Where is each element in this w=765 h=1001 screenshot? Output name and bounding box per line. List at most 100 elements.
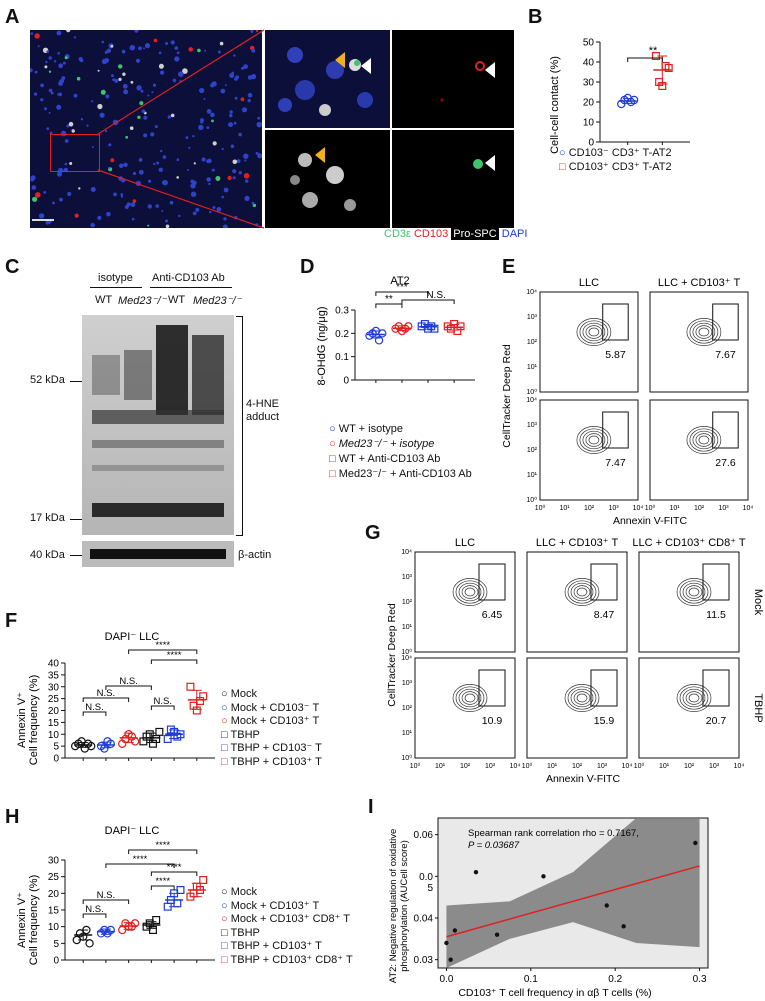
chart-f-legend-6: □ TBHP + CD103⁺ T: [221, 755, 322, 768]
x-tick-label: 10¹: [547, 763, 558, 770]
panel-label-c: C: [5, 256, 20, 278]
y-tick-label: 0.04: [414, 914, 434, 925]
micro-cell: [118, 64, 123, 69]
micro-cell: [143, 133, 148, 138]
micro-cell: [206, 177, 211, 182]
micro-cell: [153, 38, 158, 43]
gate: [478, 563, 506, 601]
gate-value: 15.9: [594, 715, 615, 727]
micro-cell: [90, 222, 95, 228]
y-tick-label: 10: [48, 922, 60, 933]
chart-d: AT2 8-OHdG (ng/μg) 0 0.1 0.2 0.3 ***** N.S.: [316, 275, 475, 387]
micro-cell: [46, 127, 50, 131]
micro-cell: [251, 48, 256, 53]
micro-cell: [130, 80, 134, 84]
contour: [588, 327, 600, 337]
micro-cell: [232, 176, 236, 180]
contour: [576, 318, 612, 346]
micro-cell: [250, 74, 257, 80]
lane-3: WT: [168, 294, 186, 306]
micro-cell: [255, 151, 259, 155]
sig-bracket: [105, 685, 152, 690]
panel-label-e: E: [502, 256, 516, 278]
micro-cell: [257, 153, 263, 159]
gate-value: 5.87: [605, 349, 626, 361]
flow-plot: [649, 399, 749, 501]
chart-h-legend-6: □ TBHP + CD103⁺ CD8⁺ T: [221, 953, 353, 966]
blot-bands: [92, 325, 224, 517]
fit-line: [446, 865, 700, 938]
y-tick-label: 5: [53, 939, 59, 950]
micro-cell: [40, 83, 44, 88]
micro-cell: [160, 149, 163, 153]
x-tick-label: 10⁴: [510, 763, 521, 770]
micro-cell: [64, 162, 68, 166]
micro-cell: [198, 124, 204, 131]
micro-cell: [48, 111, 51, 114]
micro-cell: [230, 144, 235, 149]
gate: [590, 669, 618, 707]
y-tick-label: 30: [48, 856, 60, 867]
y-tick-label: 0.0: [419, 872, 433, 883]
contour: [585, 325, 603, 339]
micro-cell: [118, 77, 122, 81]
contour: [461, 585, 479, 599]
micro-cell: [91, 100, 94, 103]
y-tick-label: 50: [583, 38, 595, 49]
micro-cell: [140, 89, 144, 93]
micro-cell: [76, 76, 81, 81]
micro-cell: [158, 167, 163, 172]
chart-d-legend-2: ○ Med23⁻/⁻ + isotype: [329, 438, 435, 450]
micro-cell: [165, 219, 168, 223]
contour: [458, 582, 482, 602]
chart-f-legend-3: ○ Mock + CD103⁺ T: [221, 715, 320, 727]
micro-cell: [90, 187, 96, 192]
gate: [712, 411, 739, 449]
chart-d-legend-4: □ Med23⁻/⁻ + Anti-CD103 Ab: [329, 468, 472, 480]
micro-cell: [241, 66, 244, 70]
micro-cell: [30, 32, 34, 35]
flow-ylabel: CellTracker Deep Red: [501, 344, 513, 448]
x-tick-label: 10⁰: [410, 762, 421, 770]
yellow-arrowhead-icon-2: [315, 147, 325, 163]
contour: [689, 320, 719, 344]
micro-cell: [223, 217, 227, 221]
micro-cell: [111, 74, 114, 78]
sig-label: N.S.: [85, 904, 103, 915]
zoom-prospc: [265, 130, 390, 228]
micro-cell: [229, 113, 233, 118]
micro-cell: [52, 201, 55, 205]
y-tick-label: 10⁴: [526, 397, 537, 404]
chart-h-legend-1: ○ Mock: [221, 886, 257, 898]
micro-cell: [211, 81, 217, 87]
micro-cell: [252, 203, 257, 208]
chart-b-sig: **: [649, 45, 658, 57]
micro-cell: [190, 191, 197, 197]
chart-f-title: DAPI⁻ LLC: [105, 631, 160, 643]
micro-cell: [167, 115, 171, 119]
y-tick-label: 0: [53, 956, 59, 967]
data-point: [621, 924, 626, 929]
data-point: [152, 915, 161, 924]
contour: [576, 587, 588, 597]
micro-cell: [231, 71, 235, 75]
contour: [692, 430, 716, 450]
y-tick-label: 10²: [527, 339, 538, 346]
annotation: P = 0.03687: [468, 840, 520, 851]
chart-f-legend-1: ○ Mock: [221, 688, 257, 700]
micro-cell: [201, 157, 206, 162]
y-tick-label: 10⁴: [526, 289, 537, 296]
data-point: [444, 940, 449, 946]
micro-cell: [206, 159, 211, 164]
data-point: [693, 840, 698, 846]
micro-cell: [100, 89, 106, 95]
micro-cell: [220, 88, 226, 94]
y-tick-label: 25: [48, 872, 60, 883]
micro-cell: [211, 168, 215, 172]
micro-cell: [224, 84, 227, 87]
micro-cell: [233, 121, 237, 125]
micro-cell: [62, 61, 66, 65]
micro-cell: [130, 202, 136, 207]
micro-cell: [257, 116, 261, 120]
y-tick-label: 10¹: [527, 472, 538, 479]
